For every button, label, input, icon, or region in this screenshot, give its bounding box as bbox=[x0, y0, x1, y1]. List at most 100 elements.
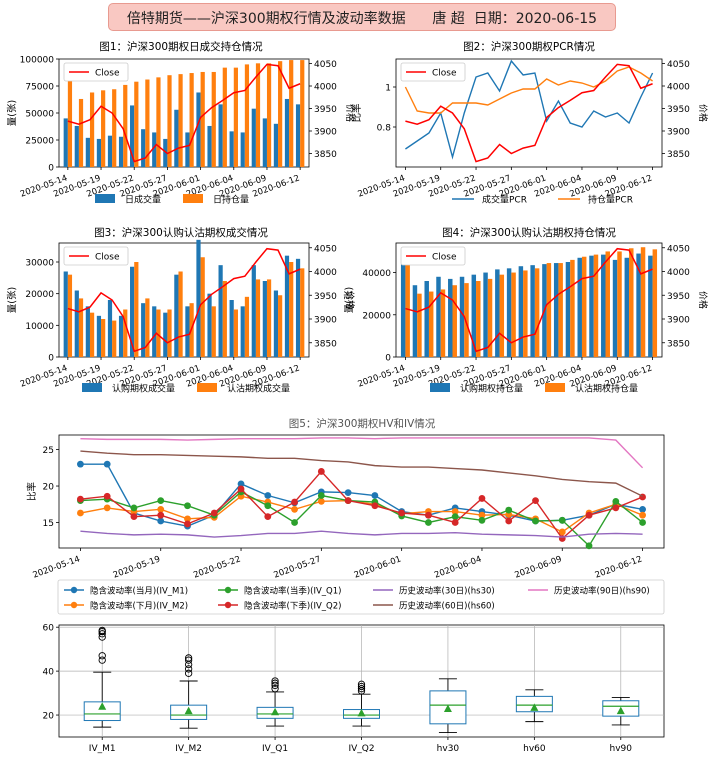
chart4-bar bbox=[448, 278, 453, 357]
chart5-series-line bbox=[80, 470, 643, 540]
chart1-bar bbox=[229, 131, 234, 167]
chart5-point bbox=[291, 519, 298, 526]
chart3-bar bbox=[85, 306, 90, 357]
chart6-flier bbox=[98, 652, 106, 660]
chart4-bar bbox=[617, 251, 622, 357]
chart4-close-line bbox=[405, 247, 653, 353]
chart5-point bbox=[103, 460, 111, 468]
chart4-bar bbox=[577, 257, 582, 357]
chart6-ytick-label: 40 bbox=[43, 668, 55, 678]
chart1-bar bbox=[167, 75, 172, 167]
chart4-bar bbox=[483, 272, 488, 357]
chart5-point bbox=[639, 505, 646, 513]
chart4: 图4：沪深300认购认沽期权持仓情况 0 20000 40000 3850 3900 395… bbox=[344, 226, 709, 395]
chart5-xtick-label: 2020-05-27 bbox=[273, 554, 323, 580]
chart1-bar bbox=[244, 64, 250, 167]
chart4-ytick-label: 0 bbox=[385, 354, 391, 364]
chart5-point bbox=[184, 520, 191, 528]
chart1-legend-label: 日成交量 bbox=[125, 194, 161, 206]
chart4-bar bbox=[523, 270, 528, 357]
chart5-point bbox=[532, 517, 539, 525]
chart4-bar bbox=[612, 259, 618, 357]
chart6-xtick-label: hv60 bbox=[523, 744, 546, 754]
chart2-legend-label: 成交量PCR bbox=[482, 194, 527, 206]
chart1-y2tick-label: 3850 bbox=[314, 150, 337, 160]
chart2-legend-label: 持仓量PCR bbox=[588, 194, 633, 206]
chart3-bar bbox=[284, 255, 290, 357]
chart5-point bbox=[210, 509, 218, 517]
chart3-bar bbox=[262, 281, 267, 357]
chart4-bar bbox=[487, 278, 493, 357]
chart5-xtick-label: 2020-06-01 bbox=[353, 554, 403, 580]
chart4-bar bbox=[636, 253, 641, 357]
chart3-bar bbox=[78, 298, 84, 357]
chart5-ylabel: 比率 bbox=[26, 482, 38, 502]
report-title: 倍特期货——沪深300期权行情及波动率数据 唐 超 日期：2020-06-15 bbox=[126, 11, 598, 27]
chart4-bar bbox=[629, 248, 634, 357]
chart1-bar bbox=[300, 60, 305, 167]
chart1-bar bbox=[207, 125, 212, 167]
chart5-point bbox=[451, 513, 459, 521]
chart2-y2tick-label: 3850 bbox=[667, 150, 690, 160]
chart4-bar bbox=[436, 276, 441, 357]
chart4-bar bbox=[417, 293, 422, 357]
chart4-ytick-label: 20000 bbox=[362, 311, 391, 321]
chart6-ytick-label: 20 bbox=[43, 712, 55, 722]
chart4-y2label: 价格 bbox=[697, 291, 709, 309]
chart1-bar bbox=[96, 138, 102, 167]
chart1-ytick-label: 75000 bbox=[25, 83, 54, 93]
chart3-ytick-label: 0 bbox=[48, 354, 54, 364]
chart3-bar bbox=[251, 265, 256, 357]
chart3-bar bbox=[295, 258, 301, 357]
chart4-bar bbox=[471, 274, 477, 357]
chart1-bar bbox=[156, 77, 161, 167]
chart2-inner-legend-label: Close bbox=[432, 69, 457, 79]
chart5-point bbox=[371, 492, 379, 499]
chart1-bar bbox=[189, 73, 194, 167]
chart1-y2label: 价格 bbox=[344, 104, 356, 122]
chart5-point bbox=[478, 495, 486, 502]
chart4-y2tick-label: 3850 bbox=[667, 339, 690, 349]
chart2-series-line bbox=[404, 66, 653, 114]
chart1-bar bbox=[141, 129, 146, 167]
chart5-series-line bbox=[80, 437, 644, 469]
chart4-bar bbox=[624, 257, 630, 357]
chart5-point bbox=[130, 513, 138, 521]
chart5-point bbox=[291, 505, 298, 513]
chart1-ylabel: 量(张) bbox=[7, 100, 18, 126]
chart1-inner-legend-label: Close bbox=[95, 69, 120, 79]
chart5-legend-label: 隐含波动率(当季)(IV_Q1) bbox=[244, 586, 341, 597]
chart1-bar bbox=[118, 136, 124, 167]
chart1-bar bbox=[174, 109, 179, 167]
chart1-bar bbox=[273, 123, 279, 167]
chart6-ytick-label: 60 bbox=[43, 624, 55, 634]
chart3-y2tick-label: 3900 bbox=[314, 316, 337, 326]
chart4-bar bbox=[640, 247, 646, 357]
chart1-bar bbox=[63, 118, 68, 167]
chart5-legend-marker bbox=[70, 586, 78, 594]
chart3-bar bbox=[67, 274, 73, 357]
chart1-bar bbox=[211, 71, 216, 167]
chart5-point bbox=[585, 511, 593, 519]
chart4-bar bbox=[428, 291, 434, 357]
chart5-point bbox=[639, 511, 646, 519]
chart1-bar bbox=[178, 74, 183, 167]
chart5-point bbox=[451, 519, 459, 526]
chart5-xtick-label: 2020-06-09 bbox=[513, 554, 563, 580]
chart6-flier bbox=[271, 681, 279, 690]
chart5-legend-marker bbox=[224, 601, 232, 609]
chart1-y2tick-label: 4050 bbox=[314, 60, 337, 70]
chart1-bar bbox=[123, 84, 128, 167]
chart6-xtick-label: IV_Q2 bbox=[348, 744, 374, 754]
chart5-point bbox=[157, 497, 165, 505]
chart4-y2tick-label: 3900 bbox=[667, 316, 690, 326]
chart3-bar bbox=[163, 312, 168, 357]
chart4-bar bbox=[459, 276, 465, 357]
chart5-legend-marker bbox=[70, 601, 78, 609]
chart1-ytick-label: 25000 bbox=[25, 137, 54, 147]
chart1-y2tick-label: 3950 bbox=[314, 105, 337, 115]
chart5: 图5：沪深300期权HV和IV情况 15 20 25 2020-05-14 2020-05… bbox=[26, 417, 665, 615]
chart4-ylabel: 量(张) bbox=[344, 287, 355, 313]
chart3-ytick-label: 30000 bbox=[25, 259, 54, 269]
chart5-point bbox=[317, 468, 325, 475]
